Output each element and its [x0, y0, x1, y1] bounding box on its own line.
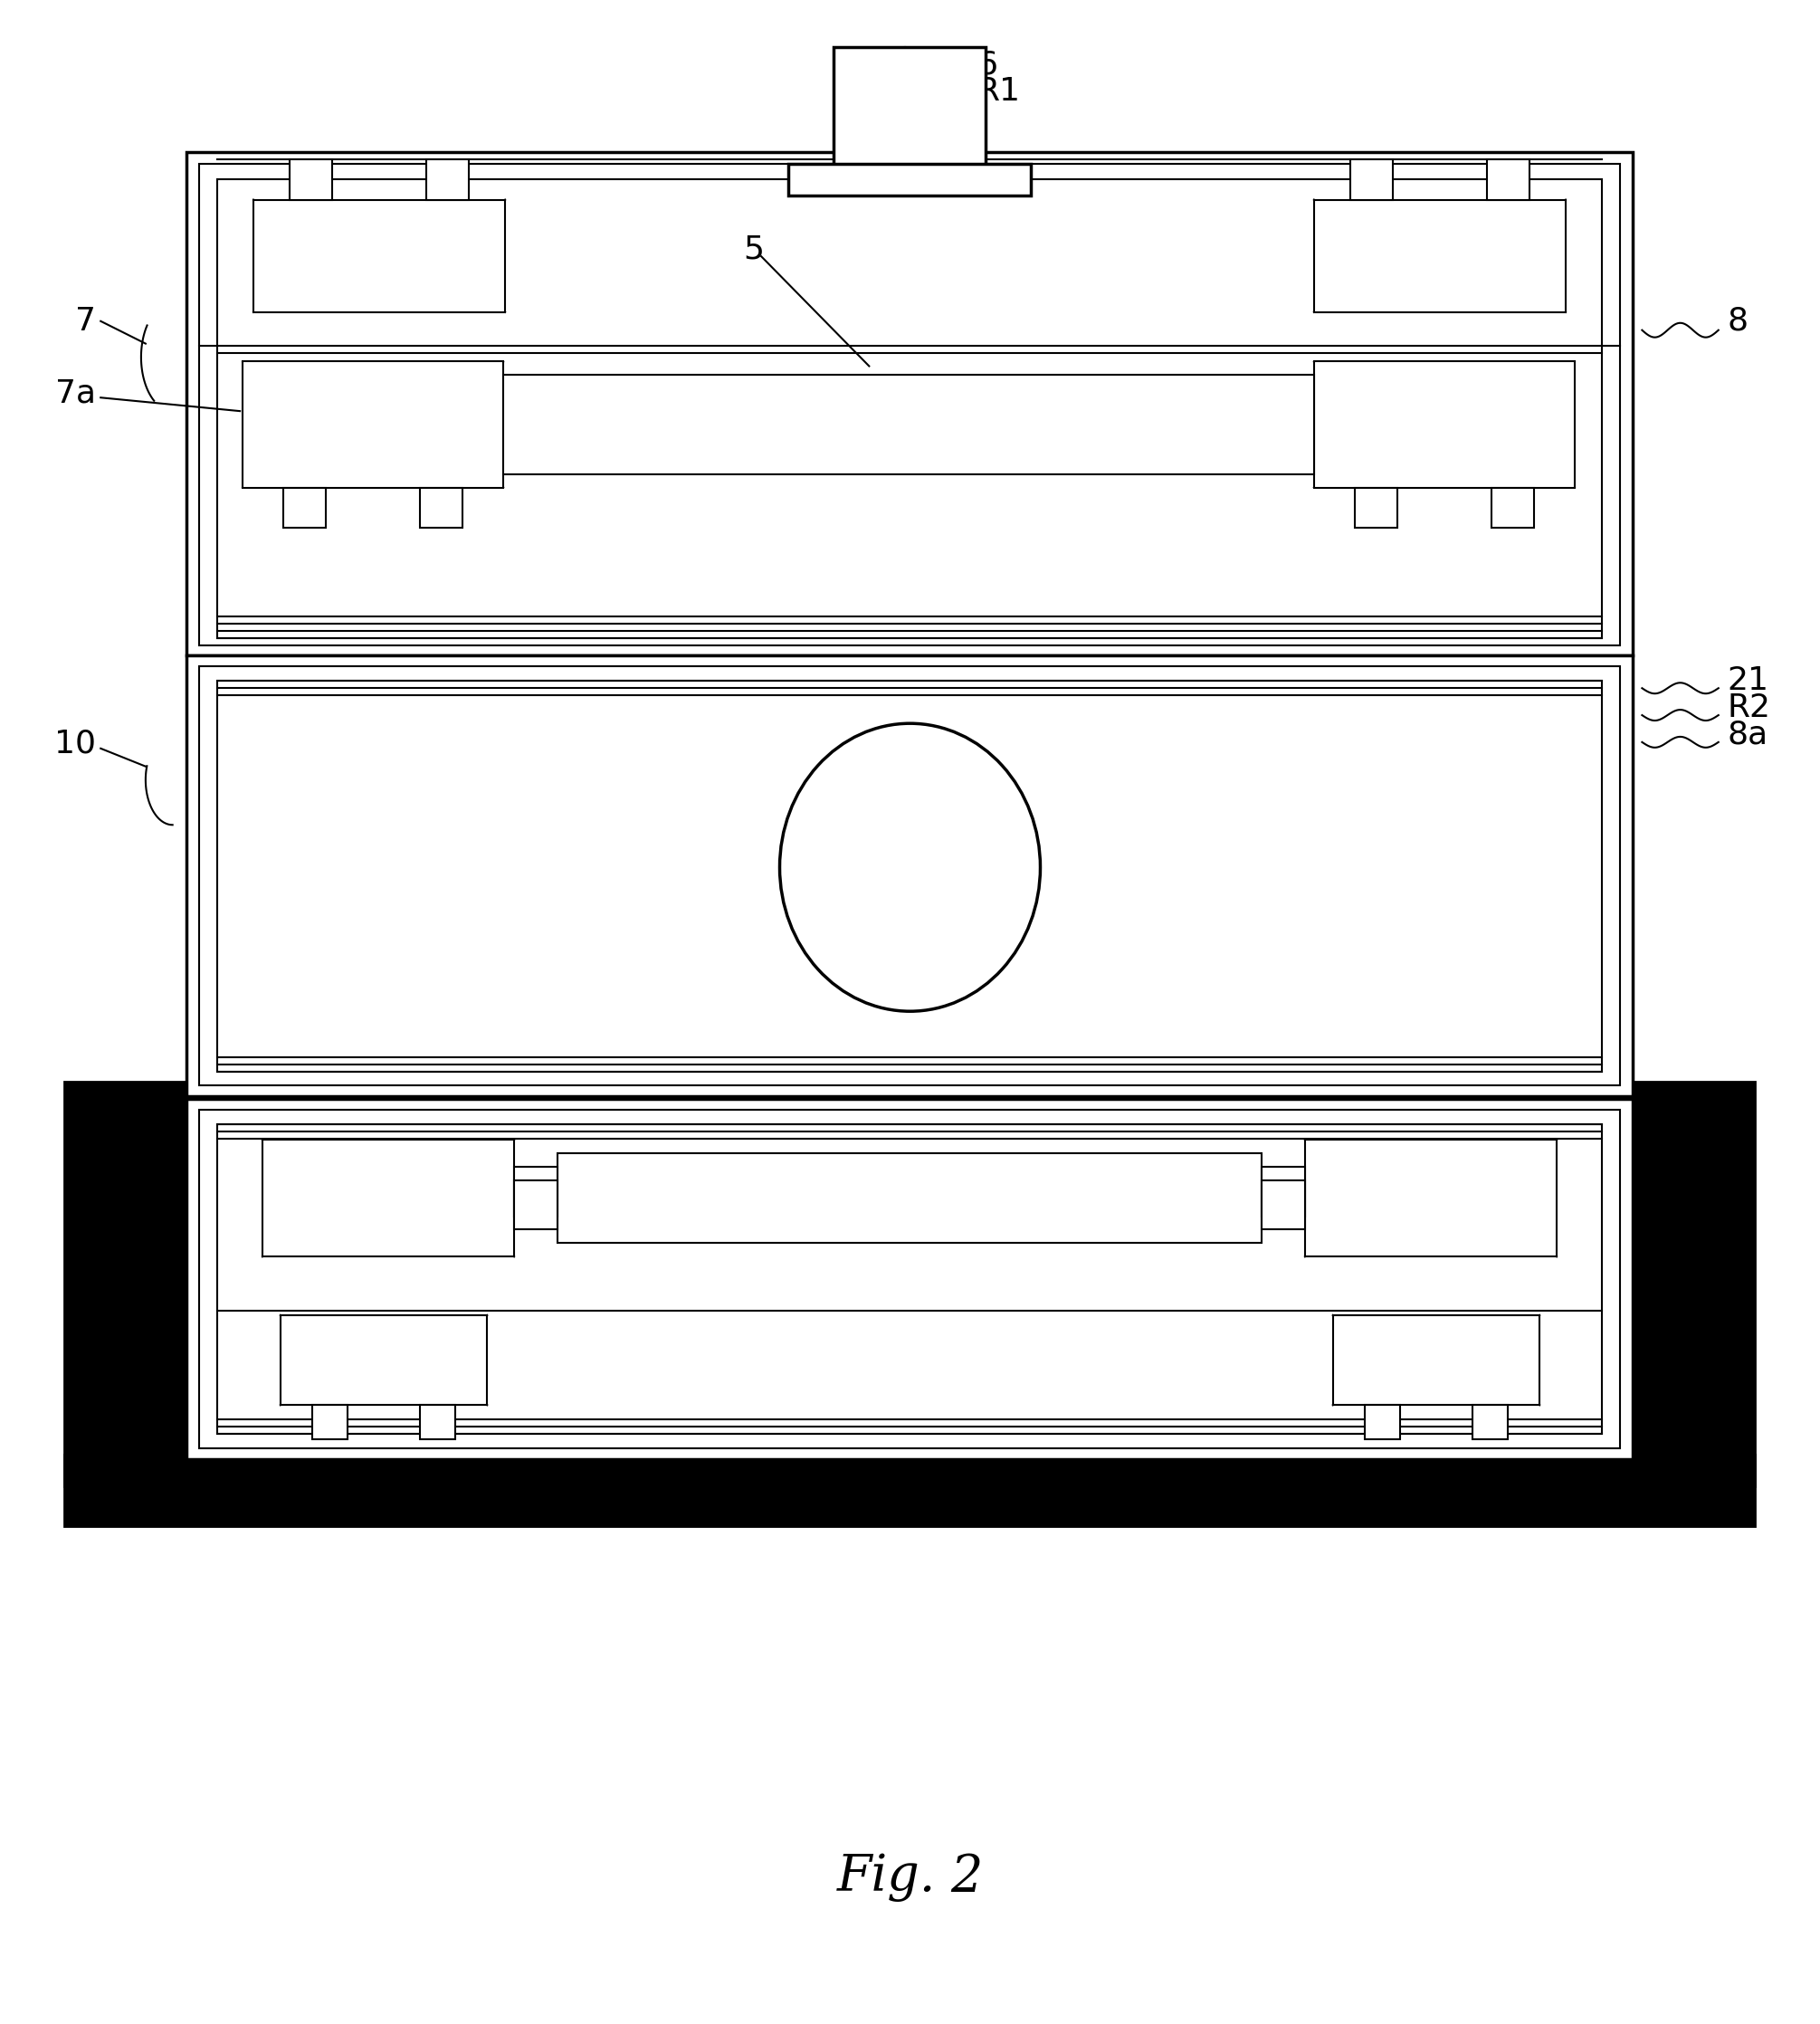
Bar	[200, 666, 1620, 1085]
Bar	[1314, 200, 1565, 312]
Bar	[420, 488, 462, 528]
Bar	[834, 47, 986, 172]
Bar	[420, 1405, 455, 1439]
Text: 8: 8	[1727, 306, 1749, 336]
Bar	[289, 160, 333, 200]
Bar	[513, 1180, 557, 1231]
Bar	[1332, 1316, 1540, 1405]
Text: 21: 21	[1727, 666, 1769, 696]
Bar	[426, 160, 470, 200]
Bar	[1354, 488, 1398, 528]
Bar	[66, 1081, 222, 1486]
Bar	[1314, 362, 1574, 488]
Text: 10: 10	[55, 729, 96, 759]
Bar	[200, 1109, 1620, 1449]
Bar	[262, 1140, 513, 1257]
Bar	[186, 656, 1633, 1097]
Bar	[1365, 1405, 1400, 1439]
Bar	[504, 374, 1314, 474]
Text: R2: R2	[1727, 692, 1771, 723]
Text: 7: 7	[75, 306, 96, 336]
Bar	[1472, 1405, 1509, 1439]
Bar	[200, 164, 1620, 646]
Bar	[1305, 1140, 1556, 1257]
Ellipse shape	[779, 723, 1041, 1012]
Bar	[66, 1455, 1754, 1526]
Bar	[1487, 160, 1529, 200]
Text: Fig. 2: Fig. 2	[837, 1852, 983, 1903]
Bar	[1261, 1166, 1305, 1216]
Bar	[1598, 1081, 1754, 1486]
Bar	[311, 1405, 348, 1439]
Bar	[218, 680, 1602, 1071]
Text: 7a: 7a	[55, 378, 96, 409]
Text: 5: 5	[743, 235, 764, 265]
Bar	[513, 1166, 557, 1216]
Bar	[242, 362, 504, 488]
Bar	[788, 164, 1030, 194]
Text: 8a: 8a	[1727, 721, 1769, 751]
Text: 6: 6	[977, 49, 997, 81]
Bar	[557, 1154, 1261, 1243]
Bar	[1261, 1180, 1305, 1231]
Bar	[218, 1125, 1602, 1433]
Bar	[284, 488, 326, 528]
Bar	[186, 152, 1633, 656]
Bar	[1491, 488, 1534, 528]
Bar	[218, 178, 1602, 638]
Bar	[253, 200, 506, 312]
Bar	[186, 1099, 1633, 1459]
Bar	[1350, 160, 1392, 200]
Bar	[280, 1316, 488, 1405]
Text: R1: R1	[977, 77, 1021, 107]
